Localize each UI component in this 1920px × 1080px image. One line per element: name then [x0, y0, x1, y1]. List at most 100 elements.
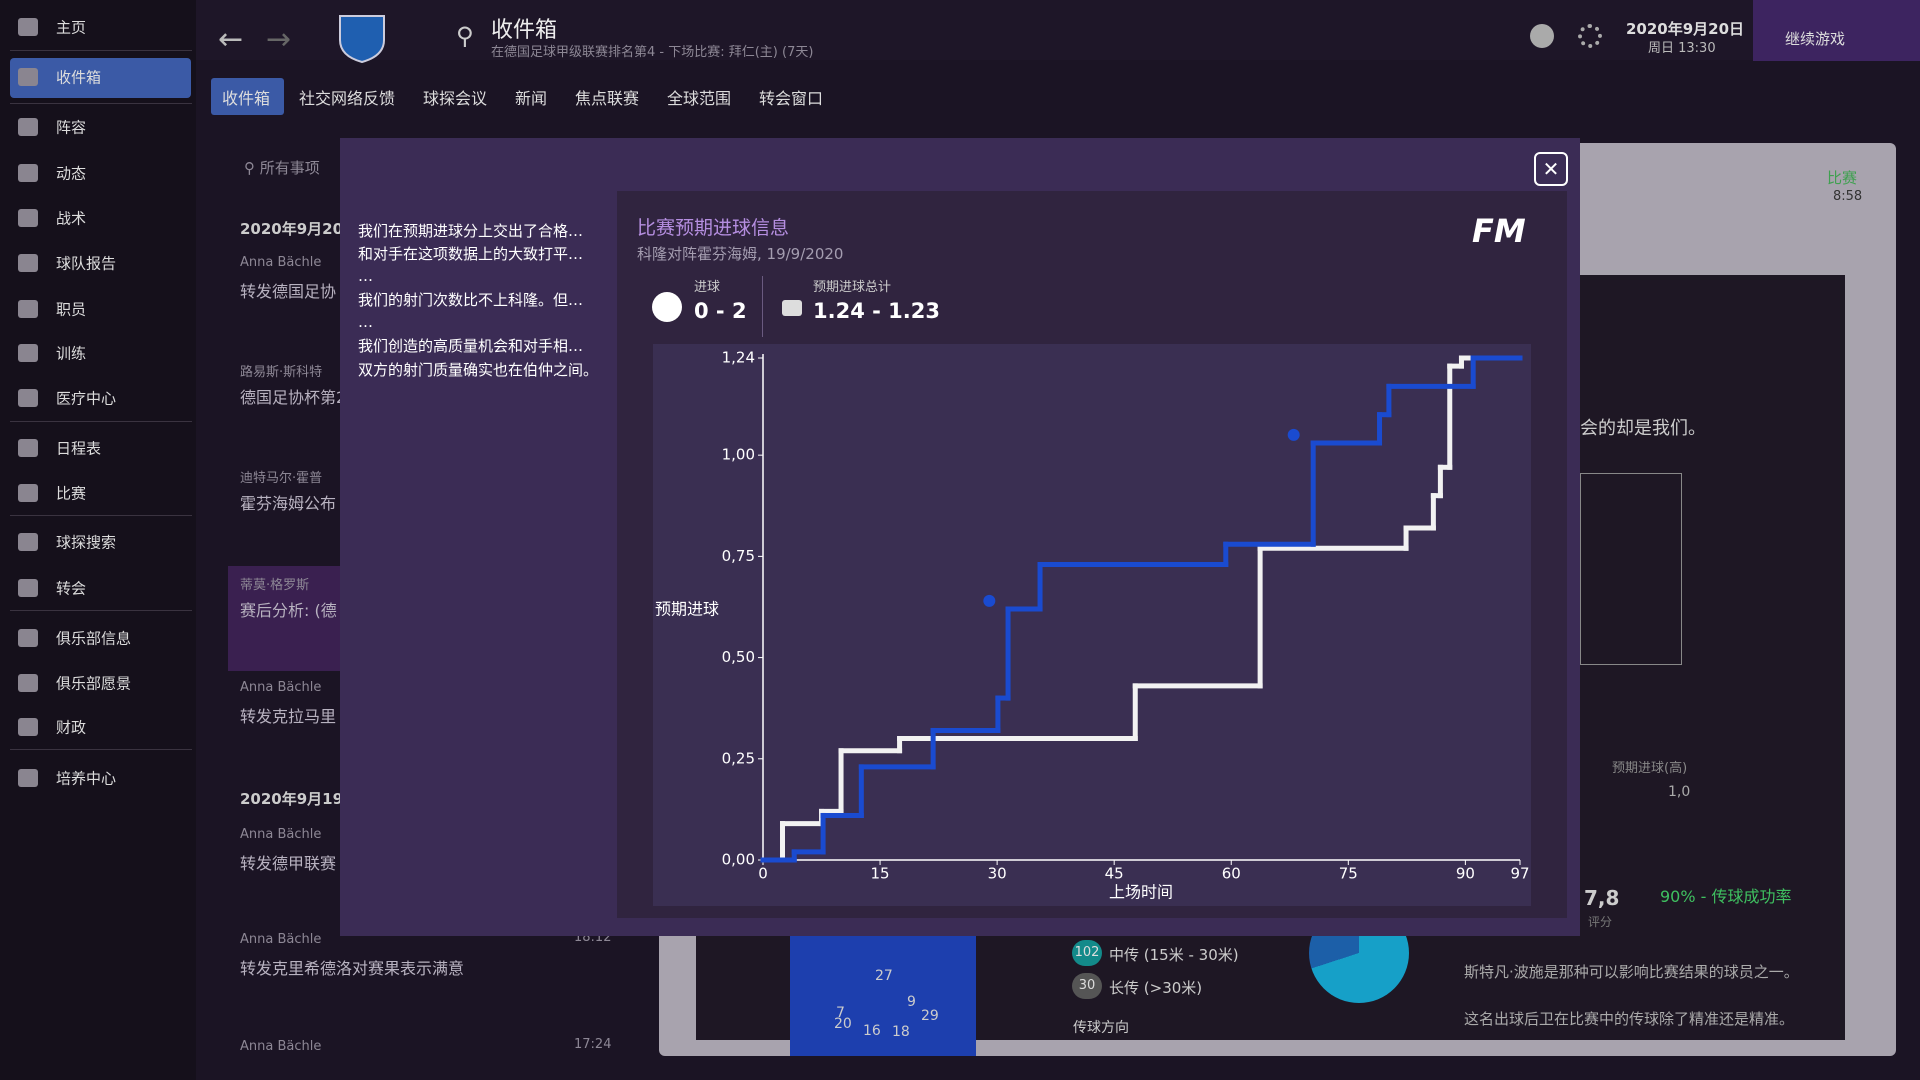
inbox-sender: 迪特马尔·霍普 — [240, 471, 323, 486]
sidebar-icon — [18, 209, 38, 227]
inbox-sender: Anna Bächle — [240, 255, 322, 270]
sidebar-icon — [18, 300, 38, 318]
sidebar-item[interactable]: 俱乐部信息 — [56, 629, 132, 648]
tab[interactable]: 球探会议 — [422, 89, 488, 108]
sidebar-icon — [18, 118, 38, 136]
sidebar-item[interactable]: 俱乐部愿景 — [56, 674, 132, 693]
summary-line: 我们的射门次数比不上科隆。但… — [358, 291, 584, 309]
summary-line: … — [358, 267, 373, 285]
sidebar-item[interactable]: 阵容 — [56, 118, 87, 137]
sidebar-item[interactable]: 财政 — [56, 718, 87, 737]
inbox-search-text: 所有事项 — [259, 159, 320, 177]
tab-active — [211, 78, 284, 115]
inbox-sender: Anna Bächle — [240, 932, 322, 947]
inbox-sender: 蒂莫·格罗斯 — [240, 578, 310, 593]
pass-count: 102 — [1072, 940, 1102, 966]
xg-icon — [782, 300, 802, 316]
match-time: 8:58 — [1833, 189, 1863, 204]
heatmap-number: 7 — [836, 1005, 845, 1021]
inbox-search[interactable]: ⚲ 所有事项 — [244, 159, 320, 177]
sidebar-icon — [18, 344, 38, 362]
sidebar-item[interactable]: 球探搜索 — [56, 533, 117, 552]
tab[interactable]: 焦点联赛 — [574, 89, 640, 108]
sidebar-icon — [18, 254, 38, 272]
back-button[interactable]: ← — [218, 22, 244, 57]
sidebar-item[interactable]: 训练 — [56, 344, 87, 363]
sidebar-item[interactable]: 日程表 — [56, 439, 102, 458]
settings-icon[interactable] — [1578, 24, 1602, 48]
summary-line: 双方的射门质量确实也在伯仲之间。 — [358, 361, 599, 379]
pass-label: 长传 (>30米) — [1109, 979, 1203, 997]
ball-icon — [652, 292, 682, 322]
sidebar-separator — [10, 515, 192, 516]
sidebar-item[interactable]: 主页 — [56, 18, 87, 37]
continue-label: 继续游戏 — [1785, 30, 1846, 48]
inbox-subject: 转发德国足协 — [240, 282, 337, 301]
sidebar-item[interactable]: 医疗中心 — [56, 389, 117, 408]
sidebar-item[interactable]: 职员 — [56, 300, 87, 319]
club-badge — [339, 15, 385, 64]
header-title: 收件箱 — [491, 18, 558, 43]
heatmap-number: 29 — [921, 1008, 939, 1024]
pass-rate: 90% - 传球成功率 — [1660, 887, 1792, 906]
tab[interactable]: 新闻 — [514, 89, 548, 108]
time: 周日 13:30 — [1648, 41, 1716, 56]
pass-label: 中传 (15米 - 30米) — [1109, 946, 1239, 964]
goals-value: 0 - 2 — [694, 299, 747, 323]
sidebar-item[interactable]: 比赛 — [56, 484, 87, 503]
rating-label: 评分 — [1588, 915, 1613, 929]
tab[interactable]: 收件箱 — [221, 89, 271, 108]
inbox-sender: Anna Bächle — [240, 827, 322, 842]
summary-line: … — [358, 313, 373, 331]
sidebar-separator — [10, 421, 192, 422]
sidebar-item[interactable]: 球队报告 — [56, 254, 117, 273]
inbox-sender: 路易斯·斯科特 — [240, 365, 323, 380]
heatmap-number: 27 — [875, 968, 893, 984]
chart-subtitle: 科隆对阵霍芬海姆, 19/9/2020 — [637, 245, 844, 263]
sidebar-icon — [18, 389, 38, 407]
sidebar-icon — [18, 439, 38, 457]
chart-title: 比赛预期进球信息 — [637, 217, 790, 239]
sidebar-item[interactable]: 收件箱 — [56, 68, 102, 87]
sidebar-item[interactable]: 动态 — [56, 164, 87, 183]
sidebar-separator — [10, 103, 192, 104]
inbox-subject: 转发克拉马里 — [240, 707, 337, 726]
inbox-subject: 德国足协杯第2 — [240, 388, 347, 407]
xg-total-value: 1.24 - 1.23 — [813, 299, 940, 323]
topbar — [196, 0, 1920, 60]
xg-value: 1,0 — [1668, 784, 1691, 800]
inbox-date: 2020年9月20 — [240, 220, 344, 238]
sidebar-separator — [10, 749, 192, 750]
help-icon[interactable] — [1530, 24, 1554, 48]
sidebar-icon — [18, 164, 38, 182]
sidebar-item[interactable]: 战术 — [56, 209, 87, 228]
inbox-sender: Anna Bächle — [240, 680, 322, 695]
tab[interactable]: 社交网络反馈 — [298, 89, 396, 108]
sidebar-icon — [18, 579, 38, 597]
xg-total-label: 预期进球总计 — [813, 280, 892, 295]
inbox-subject: 赛后分析: (德 — [240, 601, 337, 620]
tab[interactable]: 全球范围 — [666, 89, 732, 108]
forward-button[interactable]: → — [266, 22, 292, 57]
search-icon[interactable]: ⚲ — [456, 22, 474, 50]
sidebar-icon — [18, 68, 38, 86]
pass-count: 30 — [1072, 973, 1102, 999]
chart-panel — [617, 191, 1567, 918]
pass-direction: 传球方向 — [1073, 1020, 1129, 1036]
sidebar-item[interactable]: 培养中心 — [56, 769, 117, 788]
heatmap-number: 20 — [834, 1016, 852, 1032]
heatmap-number: 18 — [892, 1024, 910, 1040]
pitch-outline — [1580, 473, 1682, 665]
continue-button[interactable]: 继续游戏 — [1753, 0, 1920, 61]
heatmap-number: 16 — [863, 1023, 881, 1039]
header-subtitle: 在德国足球甲级联赛排名第4 - 下场比赛: 拜仁(主) (7天) — [491, 45, 814, 60]
match-tag: 比赛 — [1827, 169, 1858, 187]
tab[interactable]: 转会窗口 — [758, 89, 824, 108]
sidebar-separator — [10, 610, 192, 611]
close-button[interactable]: ✕ — [1534, 152, 1568, 186]
inbox-sender: Anna Bächle — [240, 1039, 322, 1054]
sidebar-icon — [18, 674, 38, 692]
inbox-date: 2020年9月19日 — [240, 790, 359, 808]
sidebar-item[interactable]: 转会 — [56, 579, 87, 598]
